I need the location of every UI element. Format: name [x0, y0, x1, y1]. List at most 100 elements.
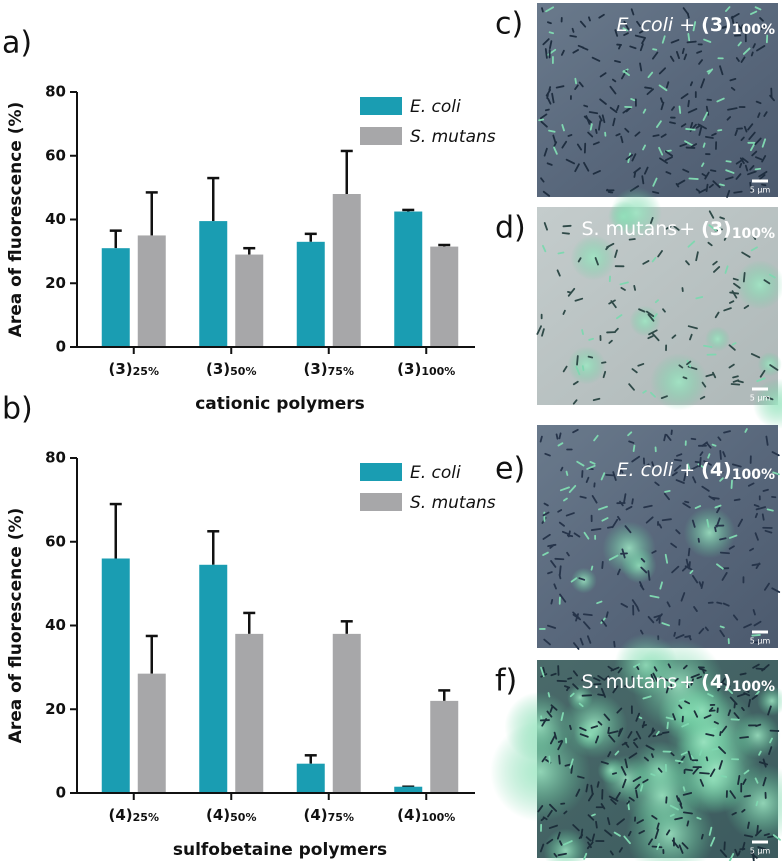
bacterium: [605, 611, 609, 618]
bacterium: [710, 836, 716, 847]
bacterium: [628, 752, 638, 759]
bacterium: [755, 156, 763, 161]
bacterium: [732, 375, 739, 379]
bacterium: [729, 291, 740, 295]
bacterium: [590, 527, 602, 531]
bacterium: [753, 620, 762, 627]
bacterium: [771, 451, 780, 457]
bacterium: [547, 571, 553, 575]
bacterium: [669, 804, 679, 811]
bacterium: [692, 21, 697, 32]
bacterium: [669, 813, 675, 817]
bacterium: [701, 173, 707, 178]
bacterium: [681, 47, 685, 55]
bacterium: [647, 335, 654, 340]
bacterium: [591, 495, 598, 504]
bacterium: [547, 692, 551, 698]
bacterium: [686, 820, 690, 827]
bacterium: [616, 104, 620, 111]
bacterium: [671, 839, 680, 849]
bacterium: [549, 735, 556, 745]
bacterium: [660, 133, 667, 138]
bacterium: [616, 818, 625, 826]
bacterium: [699, 771, 710, 775]
bacterium: [565, 512, 575, 517]
bacterium: [572, 613, 582, 621]
bacterium: [565, 470, 569, 476]
bacterium: [643, 166, 649, 175]
bacterium: [711, 132, 717, 137]
bacterium: [651, 727, 654, 734]
bacterium: [614, 60, 621, 64]
bacterium: [729, 78, 737, 82]
bacterium: [720, 677, 726, 685]
bacterium: [582, 613, 593, 617]
bacterium: [581, 365, 585, 371]
bacterium: [680, 123, 687, 128]
bacterium: [606, 242, 615, 249]
fluorescence-spot: [752, 378, 782, 429]
bacterium: [581, 46, 589, 51]
bacterium: [647, 313, 655, 322]
bacterium: [717, 687, 721, 692]
bacterium: [547, 809, 553, 818]
bacterium: [635, 730, 642, 740]
bacterium: [547, 98, 552, 105]
bacterium: [705, 105, 710, 116]
bacterium: [633, 167, 641, 174]
bacterium: [585, 836, 592, 842]
bacterium: [631, 498, 634, 505]
bacterium: [639, 629, 644, 635]
bacterium: [673, 464, 682, 472]
bacterium: [583, 104, 589, 108]
bacterium: [543, 502, 549, 507]
bacterium: [657, 767, 663, 773]
bacterium: [708, 183, 714, 189]
bacterium: [642, 144, 646, 151]
bacterium: [749, 852, 758, 859]
bacterium: [638, 30, 644, 34]
fluorescence-spot: [602, 521, 656, 575]
bacterium: [607, 726, 610, 734]
bacterium: [576, 460, 585, 467]
bar: [296, 763, 325, 793]
bacterium: [539, 113, 548, 120]
bacterium: [750, 51, 754, 57]
bacterium: [743, 304, 750, 310]
y-tick-label: 80: [45, 83, 66, 101]
bacterium: [609, 850, 614, 856]
bacterium: [542, 38, 550, 46]
bacterium: [674, 817, 683, 821]
bacterium: [545, 6, 555, 13]
caption-organism: E. coli: [617, 459, 674, 481]
bacterium: [747, 123, 754, 131]
bacterium: [631, 675, 635, 686]
bacterium: [640, 566, 648, 574]
bacterium: [549, 803, 558, 812]
bacterium: [599, 98, 607, 105]
bacterium: [562, 309, 566, 315]
bacterium: [641, 36, 646, 45]
category-subscript: 75%: [328, 365, 354, 378]
bacterium: [598, 505, 608, 511]
bacterium: [754, 6, 762, 11]
caption-compound: (3): [701, 14, 732, 36]
bacterium: [574, 77, 578, 85]
bacterium: [665, 686, 669, 694]
bacterium: [695, 188, 700, 193]
bacterium: [642, 695, 652, 700]
scale-label: 5 µm: [750, 186, 771, 195]
bacterium: [707, 241, 713, 247]
bacterium: [719, 537, 727, 541]
bacterium: [553, 852, 558, 858]
bacterium: [727, 107, 738, 111]
caption: E. coli + (3)100%: [617, 14, 776, 39]
bacterium: [695, 251, 699, 262]
category-compound: (4): [304, 806, 328, 824]
bacterium: [677, 797, 683, 806]
bacterium: [561, 232, 570, 235]
bacterium: [573, 532, 581, 538]
bacterium: [553, 146, 558, 155]
bacterium: [696, 706, 700, 713]
bacterium: [661, 731, 670, 734]
